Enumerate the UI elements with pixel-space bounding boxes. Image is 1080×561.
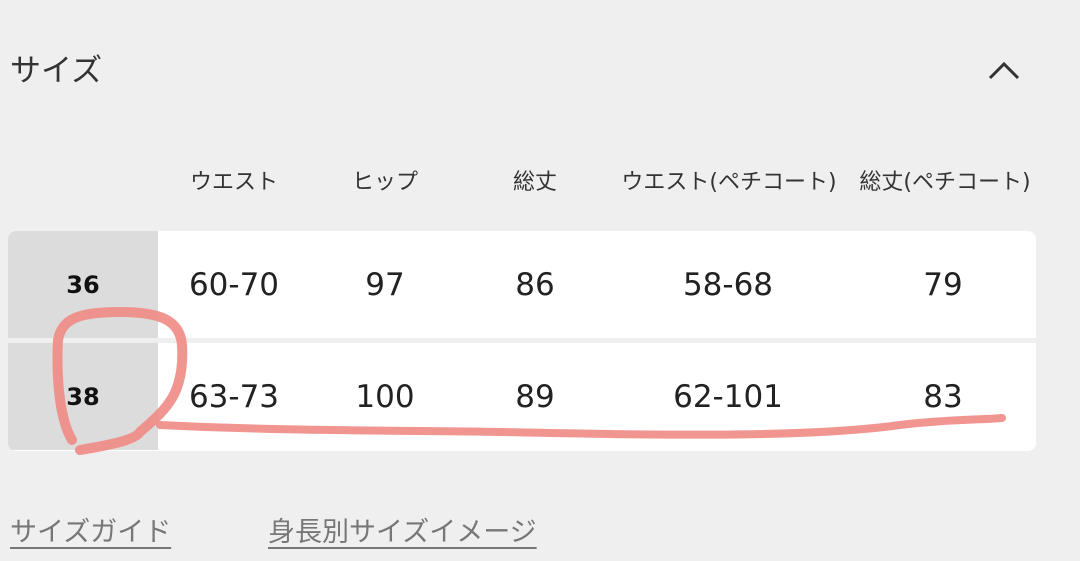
cell-length: 86 bbox=[515, 266, 555, 303]
size-label: 36 bbox=[8, 231, 158, 338]
section-title: サイズ bbox=[10, 53, 103, 89]
height-size-image-link[interactable]: 身長別サイズイメージ bbox=[268, 517, 537, 548]
size-table: 36 60-70 97 86 58-68 79 38 63-73 100 89 … bbox=[8, 231, 1036, 451]
cell-petticoat-length: 83 bbox=[923, 378, 963, 415]
header-petticoat-waist: ウエスト(ペチコート) bbox=[621, 170, 837, 195]
chevron-up-icon[interactable] bbox=[986, 56, 1022, 84]
cell-petticoat-length: 79 bbox=[923, 266, 963, 303]
table-row: 36 60-70 97 86 58-68 79 bbox=[8, 231, 1036, 338]
cell-petticoat-waist: 58-68 bbox=[682, 266, 774, 303]
cell-petticoat-waist: 62-101 bbox=[673, 378, 783, 415]
header-hip: ヒップ bbox=[351, 170, 418, 195]
size-label: 38 bbox=[8, 343, 158, 450]
table-row: 38 63-73 100 89 62-101 83 bbox=[8, 343, 1036, 450]
size-guide-link[interactable]: サイズガイド bbox=[10, 517, 172, 548]
header-petticoat-length: 総丈(ペチコート) bbox=[859, 170, 1031, 195]
cell-length: 89 bbox=[515, 378, 555, 415]
header-length: 総丈 bbox=[512, 170, 557, 195]
cell-waist: 60-70 bbox=[188, 266, 280, 303]
header-waist: ウエスト bbox=[189, 170, 278, 195]
cell-waist: 63-73 bbox=[188, 378, 280, 415]
row-divider bbox=[8, 338, 1036, 343]
cell-hip: 97 bbox=[365, 266, 405, 303]
cell-hip: 100 bbox=[355, 378, 415, 415]
